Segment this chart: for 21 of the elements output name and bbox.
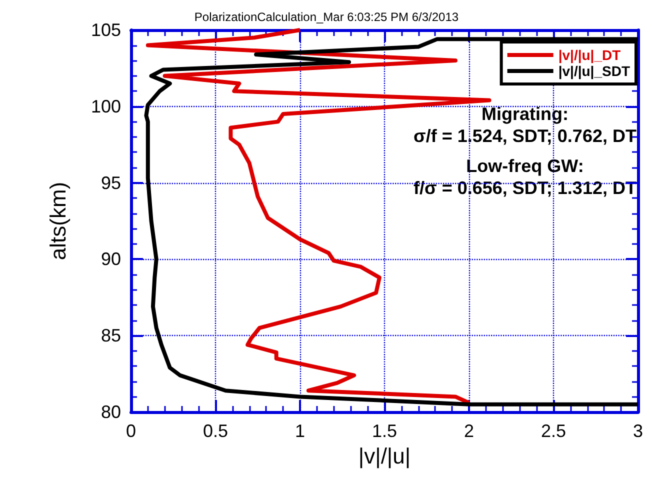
annotation: Low-freq GW: <box>466 156 584 176</box>
annotation: Migrating: <box>482 104 568 124</box>
x-tick-label: 3 <box>632 421 644 441</box>
x-axis-title: |v|/|u| <box>358 443 411 468</box>
x-tick-label: 2.5 <box>540 421 566 441</box>
y-tick-label: 100 <box>90 96 121 116</box>
y-tick-label: 85 <box>100 326 121 346</box>
annotation: σ/f = 1.524, SDT; 0.762, DT <box>414 126 636 146</box>
x-tick-label: 0 <box>126 421 136 441</box>
y-tick-label: 95 <box>100 172 121 193</box>
y-tick-label: 90 <box>100 249 121 270</box>
y-tick-label: 105 <box>90 20 121 40</box>
legend-label: |v|/|u|_DT <box>558 47 622 64</box>
x-tick-label: 2 <box>464 421 474 441</box>
x-tick-label: 0.5 <box>202 421 228 441</box>
y-tick-label: 80 <box>100 402 121 422</box>
x-tick-label: 1.5 <box>372 421 398 441</box>
chart-title: PolarizationCalculation_Mar 6:03:25 PM 6/3/2013 <box>194 10 459 24</box>
y-axis-title: alts(km) <box>46 182 70 260</box>
x-tick-label: 1 <box>294 421 306 441</box>
legend-label: |v|/|u|_SDT <box>558 63 630 80</box>
